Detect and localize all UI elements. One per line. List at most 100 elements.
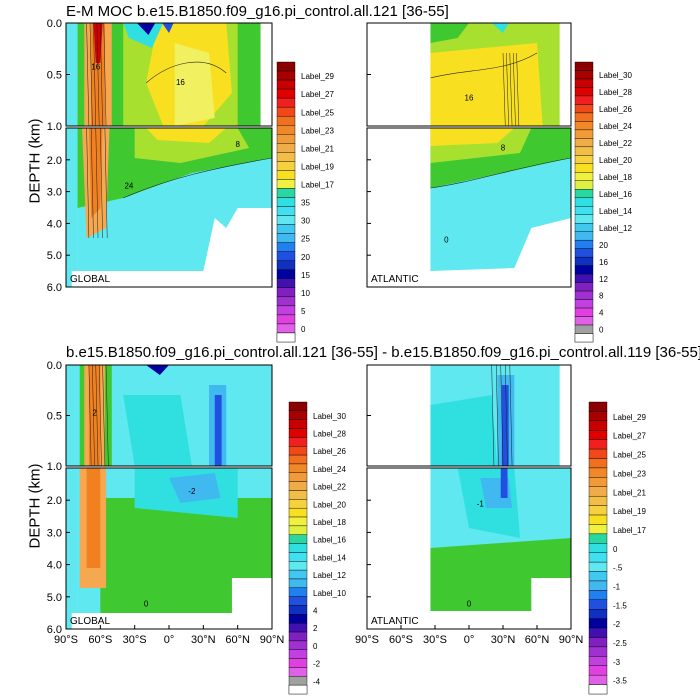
colorbar-swatch: [288, 605, 308, 615]
colorbar-swatch: [288, 596, 308, 606]
colorbar-atlantic-bottom: Label_29 Label_27 Label_25 Label_23 Label_21…: [588, 401, 646, 695]
lower-section: [367, 468, 571, 629]
colorbar-swatch: [288, 490, 308, 500]
x-tick-label: 60°S: [389, 634, 413, 646]
contour-line: [495, 365, 499, 466]
colorbar-label: Label_10: [313, 589, 346, 598]
colorbar-swatch: [588, 674, 608, 685]
colorbar-swatch: [574, 197, 594, 207]
colorbar-label: 10: [301, 289, 310, 298]
colorbar-swatch: [276, 188, 296, 198]
colorbar-swatch: [574, 70, 594, 80]
field-fill: [123, 395, 192, 466]
y-tick-label: 6.0: [47, 624, 62, 636]
colorbar-swatch: [276, 296, 296, 307]
field-fill: [430, 23, 469, 43]
land-mask: [430, 611, 515, 629]
colorbar-atlantic-top: Label_30 Label_28 Label_26 Label_24 Label_22…: [574, 61, 632, 343]
field-fill: [100, 498, 272, 613]
upper-section: [66, 365, 272, 466]
colorbar-label: 25: [301, 235, 310, 244]
colorbar-swatch: [288, 507, 308, 518]
y-tick-label: 5.0: [47, 592, 62, 604]
colorbar-swatch: [588, 430, 608, 440]
colorbar-swatch: [276, 305, 296, 316]
colorbar-swatch: [276, 197, 296, 207]
colorbar-swatch: [588, 552, 608, 563]
colorbar-swatch: [588, 533, 608, 544]
colorbar-label: Label_30: [599, 71, 632, 80]
field-fill: [146, 365, 169, 375]
colorbar-swatch: [588, 458, 608, 469]
y-tick-label: 0.5: [47, 411, 62, 423]
field-fill: [500, 468, 508, 498]
lower-section: [66, 128, 272, 287]
colorbar-swatch: [288, 454, 308, 465]
colorbar-swatch: [288, 587, 308, 597]
panel-atlantic-bottom: [367, 365, 571, 629]
field-fill: [501, 385, 509, 466]
field-fill: [66, 468, 78, 629]
chart-title-bottom: b.e15.B1850.f09_g16.pi_control.all.121 […: [66, 344, 700, 361]
colorbar-swatch: [276, 260, 296, 270]
field-fill: [66, 23, 78, 126]
x-tick-label: 30°S: [423, 634, 447, 646]
colorbar-label: Label_19: [613, 507, 646, 516]
colorbar-label: Label_28: [313, 430, 346, 439]
colorbar-swatch: [574, 316, 594, 326]
colorbar-swatch: [574, 248, 594, 258]
colorbar-label: Label_12: [599, 224, 632, 233]
x-tick-label: 60°N: [225, 634, 250, 646]
colorbar-swatch: [574, 256, 594, 266]
colorbar-swatch: [574, 104, 594, 114]
colorbar-swatch: [574, 78, 594, 88]
field-fill: [169, 473, 221, 503]
colorbar-swatch: [288, 534, 308, 544]
x-tick-label: 90°N: [559, 634, 584, 646]
colorbar-label: Label_27: [301, 90, 334, 99]
field-fill: [146, 128, 227, 143]
contour-line: [123, 157, 272, 199]
x-tick-label: 60°N: [525, 634, 550, 646]
colorbar-label: Label_18: [313, 518, 346, 527]
colorbar-swatch: [276, 143, 296, 153]
colorbar-swatch: [588, 486, 608, 497]
colorbar-swatch: [288, 614, 308, 624]
contour-line: [90, 128, 94, 239]
contour-label: 24: [124, 181, 133, 190]
colorbar-swatch: [588, 665, 608, 676]
contour-label: -2: [188, 487, 196, 496]
colorbar-swatch: [276, 134, 296, 144]
colorbar-swatch: [276, 269, 296, 279]
colorbar-swatch: [588, 580, 608, 591]
y-tick-label: 3.0: [47, 187, 62, 199]
colorbar-swatch: [588, 524, 608, 535]
colorbar-swatch: [288, 578, 308, 589]
colorbar-swatch: [574, 290, 594, 300]
colorbar-swatch: [288, 640, 308, 650]
colorbar-label: Label_29: [613, 413, 646, 422]
y-tick-label: 0.0: [47, 18, 62, 30]
contour-line: [491, 365, 495, 466]
colorbar-swatch: [276, 115, 296, 126]
colorbar-label: 0: [613, 545, 618, 554]
field-fill: [430, 43, 543, 126]
contour-line: [102, 365, 106, 466]
x-tick-label: 30°N: [191, 634, 216, 646]
colorbar-swatch: [588, 637, 608, 648]
colorbar-swatch: [288, 463, 308, 473]
colorbar-label: Label_14: [313, 553, 346, 562]
x-tick-label: 0°: [464, 634, 475, 646]
upper-section: [367, 365, 571, 466]
colorbar-label: Label_19: [301, 162, 334, 171]
panel-global-top: [66, 23, 272, 287]
contour-label: 16: [91, 62, 100, 71]
y-tick-label: 1.0: [47, 461, 62, 473]
colorbar-swatch: [574, 180, 594, 190]
contour-line: [86, 23, 90, 126]
colorbar-swatch: [288, 561, 308, 571]
colorbar-label: -4: [313, 677, 321, 686]
colorbar-swatch: [276, 323, 296, 334]
contour-line: [98, 365, 102, 466]
